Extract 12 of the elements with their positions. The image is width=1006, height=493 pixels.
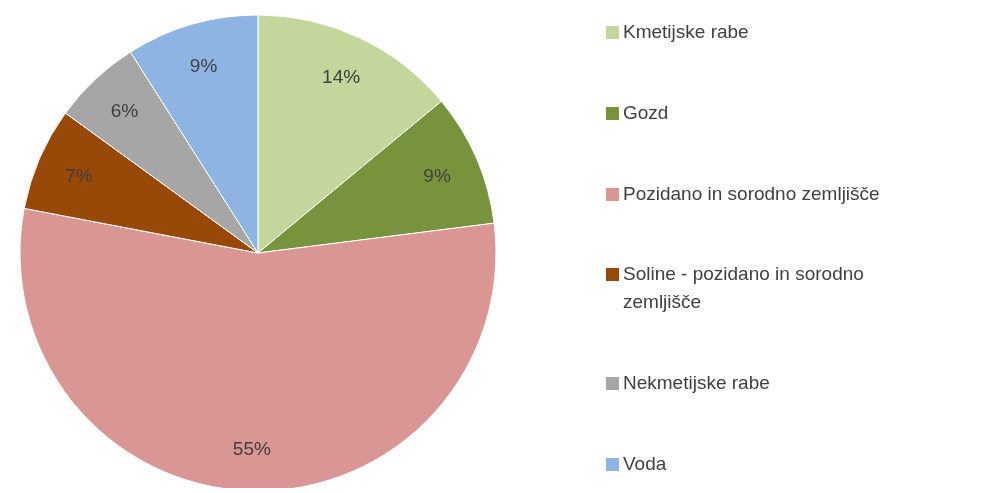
legend-label: Gozd	[623, 100, 670, 125]
legend-label: Soline - pozidano in sorodno zemljišče	[623, 262, 865, 315]
legend-label: Kmetijske rabe	[623, 20, 750, 44]
legend-label: Nekmetijske rabe	[623, 371, 771, 396]
data-label: 14%	[322, 65, 361, 87]
data-label: 7%	[65, 164, 93, 186]
legend-label: Pozidano in sorodno zemljišče	[623, 181, 881, 206]
legend-label: Voda	[623, 452, 668, 476]
data-label: 6%	[110, 100, 139, 122]
data-label: 55%	[232, 437, 271, 459]
data-label: 9%	[189, 55, 218, 77]
data-label: 9%	[423, 164, 451, 186]
